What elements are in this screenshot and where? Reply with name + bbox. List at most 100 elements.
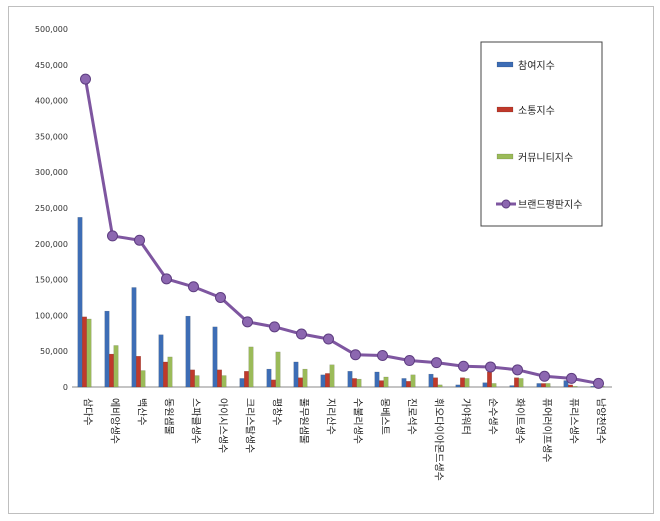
bar-참여지수-순수생수 — [482, 382, 488, 388]
point-브랜드평판지수-수불리생수 — [350, 349, 361, 361]
bar-커뮤니티지수-퓨리스생수 — [572, 386, 578, 388]
category-label: 지리산수 — [325, 398, 337, 435]
point-브랜드평판지수-화이트생수 — [512, 364, 523, 376]
point-브랜드평판지수-평창수 — [269, 321, 280, 333]
legend-swatch-참여지수 — [496, 61, 514, 68]
point-브랜드평판지수-휘오다이아몬드생수 — [431, 357, 442, 369]
category-label: 퓨어러이프생수 — [541, 398, 553, 462]
bar-참여지수-백산수 — [131, 287, 137, 388]
bar-소통지수-퓨어러이프생수 — [541, 383, 546, 388]
category-label: 삼다수 — [82, 398, 94, 426]
bar-소통지수-동원샘물 — [163, 361, 168, 388]
bar-참여지수-풀무원샘물 — [293, 361, 299, 388]
bar-커뮤니티지수-진로석수 — [410, 374, 416, 388]
bar-참여지수-지리산수 — [320, 374, 326, 388]
y-tick-label: 300,000 — [35, 168, 68, 177]
brand-index-line — [80, 73, 604, 389]
bar-참여지수-화이트생수 — [509, 385, 515, 388]
category-label: 백산수 — [136, 398, 148, 426]
bar-소통지수-아이시스생수 — [217, 369, 222, 388]
category-label: 화이트생수 — [514, 398, 526, 444]
point-브랜드평판지수-동원샘물 — [161, 273, 172, 285]
bar-소통지수-휘오다이아몬드생수 — [433, 377, 438, 388]
category-label: 가야워터 — [460, 398, 473, 435]
point-브랜드평판지수-크리스탈생수 — [242, 316, 253, 328]
bar-참여지수-아이시스생수 — [212, 326, 218, 388]
bar-소통지수-에비앙생수 — [109, 353, 114, 388]
point-브랜드평판지수-에비앙생수 — [107, 230, 118, 242]
point-브랜드평판지수-풀무원샘물 — [296, 328, 307, 340]
bar-참여지수-퓨리스생수 — [563, 380, 569, 388]
bar-커뮤니티지수-휘오다이아몬드생수 — [437, 384, 443, 388]
bar-커뮤니티지수-크리스탈생수 — [248, 346, 254, 388]
category-label: 휘오다이아몬드생수 — [433, 398, 445, 481]
point-브랜드평판지수-삼다수 — [80, 73, 91, 85]
bar-커뮤니티지수-에비앙생수 — [113, 345, 119, 388]
legend-label: 참여지수 — [518, 60, 555, 72]
bar-커뮤니티지수-아이시스생수 — [221, 375, 227, 388]
bar-참여지수-퓨어러이프생수 — [536, 383, 542, 388]
bar-커뮤니티지수-퓨어러이프생수 — [545, 383, 551, 388]
y-tick-label: 50,000 — [40, 347, 68, 356]
category-labels: 삼다수 에비앙생수 백산수 동원샘물 스파클생수 아이시스생수 크리스탈생수 평창수 풀무원샘물… — [82, 398, 607, 481]
point-브랜드평판지수-진로석수 — [404, 355, 415, 367]
category-label: 퓨리스생수 — [568, 398, 580, 444]
bar-참여지수-몽베스트 — [374, 371, 380, 388]
bar-참여지수-진로석수 — [401, 378, 407, 388]
y-tick-label: 250,000 — [35, 204, 68, 213]
y-tick-label: 400,000 — [35, 97, 68, 106]
y-tick-label: 450,000 — [35, 61, 68, 70]
y-tick-label: 0 — [63, 383, 68, 392]
point-브랜드평판지수-지리산수 — [323, 333, 334, 345]
legend-box — [480, 41, 603, 227]
bar-소통지수-크리스탈생수 — [244, 371, 249, 388]
point-브랜드평판지수-백산수 — [134, 234, 145, 246]
legend-label: 브랜드평판지수 — [518, 199, 582, 211]
bar-소통지수-퓨리스생수 — [568, 384, 573, 388]
bar-소통지수-스파클생수 — [190, 369, 195, 388]
y-tick-label: 150,000 — [35, 276, 68, 285]
point-브랜드평판지수-퓨리스생수 — [566, 372, 577, 384]
point-브랜드평판지수-가야워터 — [458, 360, 469, 372]
bars — [77, 217, 605, 388]
category-label: 남양천연수 — [595, 398, 607, 444]
bar-소통지수-순수생수 — [487, 371, 492, 388]
bar-참여지수-휘오다이아몬드생수 — [428, 373, 434, 388]
legend-marker-브랜드평판지수 — [501, 199, 511, 209]
point-브랜드평판지수-퓨어러이프생수 — [539, 370, 550, 382]
point-브랜드평판지수-아이시스생수 — [215, 292, 226, 303]
category-label: 에비앙생수 — [109, 398, 121, 444]
bar-참여지수-에비앙생수 — [104, 310, 110, 388]
y-tick-label: 200,000 — [35, 240, 68, 249]
bar-커뮤니티지수-화이트생수 — [518, 378, 524, 388]
bar-커뮤니티지수-평창수 — [275, 351, 281, 388]
bar-소통지수-가야워터 — [460, 377, 465, 388]
legend-swatch-커뮤니티지수 — [496, 153, 514, 160]
bar-커뮤니티지수-백산수 — [140, 370, 146, 388]
category-label: 풀무원샘물 — [298, 398, 310, 444]
bar-커뮤니티지수-지리산수 — [329, 364, 335, 388]
bar-커뮤니티지수-동원샘물 — [167, 356, 173, 388]
bar-참여지수-평창수 — [266, 368, 272, 388]
bar-커뮤니티지수-삼다수 — [86, 318, 92, 388]
category-label: 크리스탈생수 — [244, 398, 257, 453]
category-label: 동원샘물 — [163, 398, 175, 435]
category-label: 아이시스생수 — [217, 398, 229, 453]
category-label: 스파클생수 — [190, 398, 202, 444]
y-tick-label: 350,000 — [35, 132, 68, 141]
point-브랜드평판지수-몽베스트 — [377, 350, 388, 361]
legend-label: 소통지수 — [518, 105, 555, 117]
bar-커뮤니티지수-몽베스트 — [383, 376, 389, 388]
category-label: 수불리생수 — [352, 398, 364, 444]
y-tick-label: 100,000 — [35, 311, 68, 320]
bar-소통지수-지리산수 — [325, 373, 330, 388]
bar-커뮤니티지수-풀무원샘물 — [302, 368, 308, 388]
legend-swatch-소통지수 — [496, 106, 514, 113]
bar-커뮤니티지수-수불리생수 — [356, 378, 362, 388]
bar-커뮤니티지수-가야워터 — [464, 378, 470, 388]
bar-소통지수-수불리생수 — [352, 378, 357, 388]
bar-소통지수-화이트생수 — [514, 377, 519, 388]
point-브랜드평판지수-순수생수 — [485, 361, 496, 373]
